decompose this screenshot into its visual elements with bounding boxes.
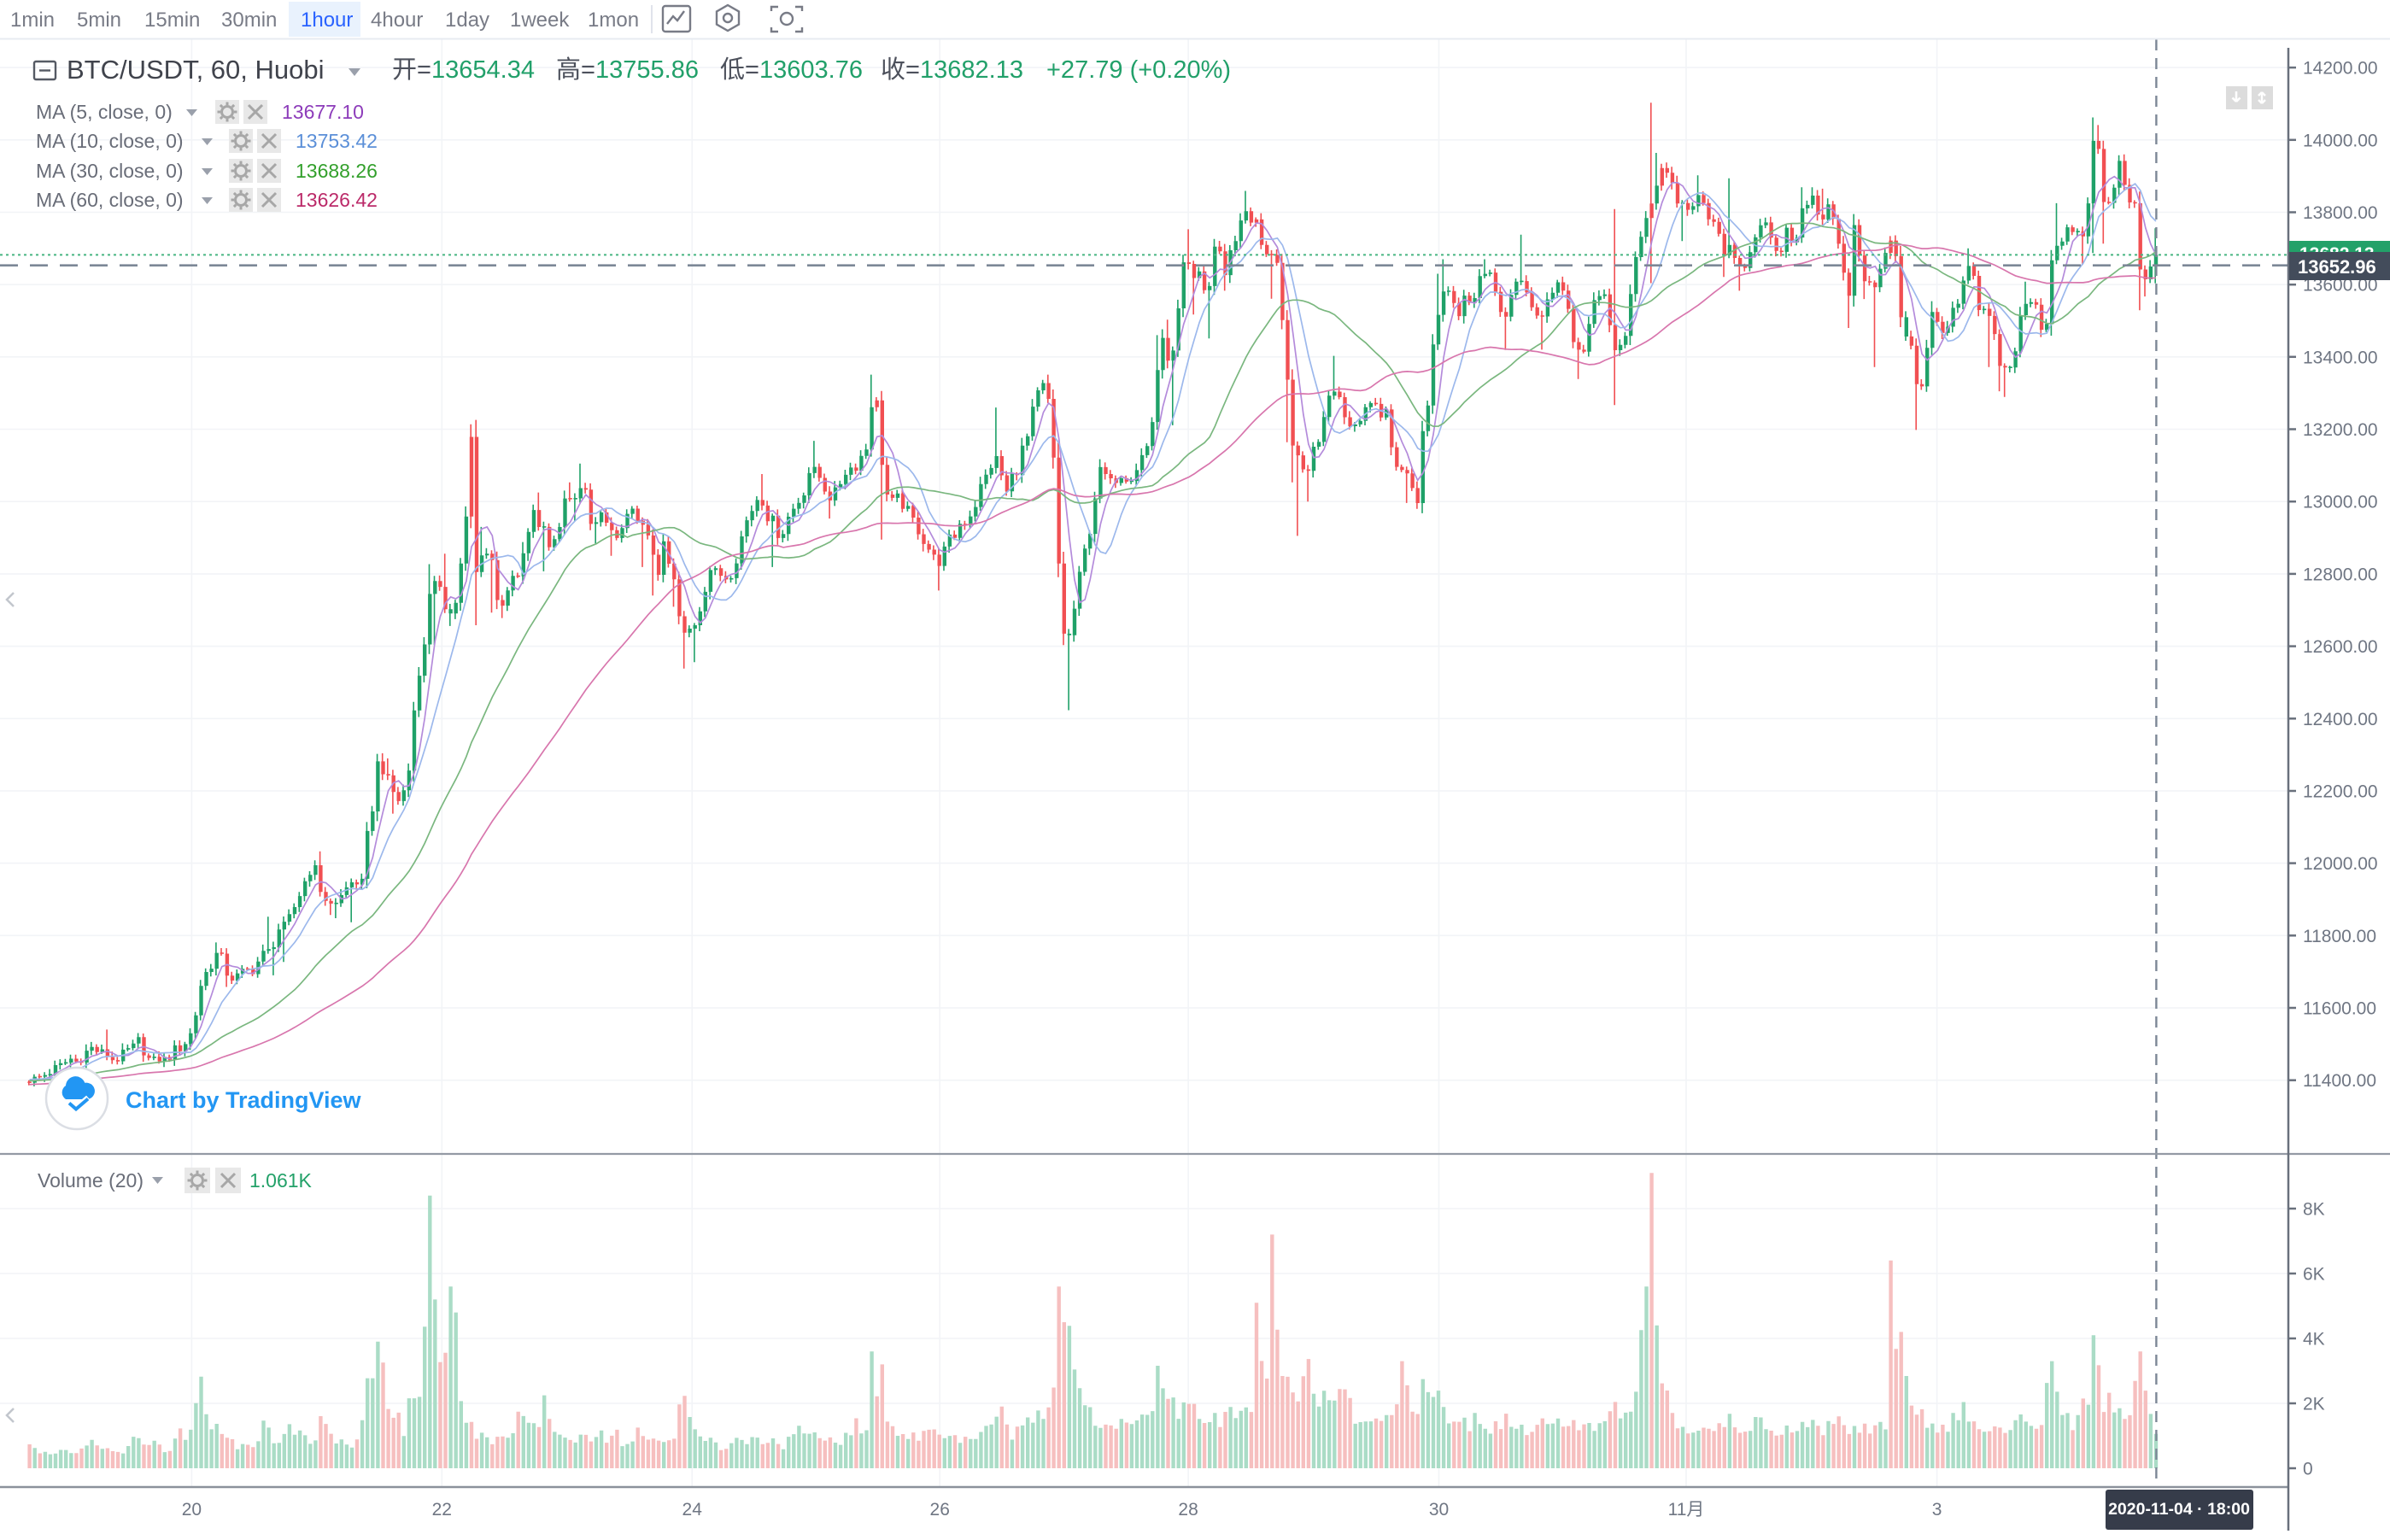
svg-text:13400.00: 13400.00	[2303, 348, 2378, 367]
svg-text:12400.00: 12400.00	[2303, 710, 2378, 729]
svg-text:13755.86: 13755.86	[595, 56, 699, 84]
svg-text:MA (30, close, 0): MA (30, close, 0)	[36, 160, 184, 182]
svg-text:12200.00: 12200.00	[2303, 782, 2378, 802]
svg-text:13753.42: 13753.42	[296, 130, 378, 152]
svg-text:26: 26	[930, 1500, 950, 1520]
svg-text:1min: 1min	[10, 9, 55, 32]
svg-text:1mon: 1mon	[588, 9, 639, 32]
svg-text:收=: 收=	[881, 56, 920, 84]
svg-text:11600.00: 11600.00	[2303, 999, 2376, 1019]
svg-text:30: 30	[1429, 1500, 1449, 1520]
svg-text:14200.00: 14200.00	[2303, 59, 2378, 79]
svg-text:MA (60, close, 0): MA (60, close, 0)	[36, 189, 184, 211]
svg-text:24: 24	[682, 1500, 703, 1520]
svg-text:28: 28	[1178, 1500, 1198, 1520]
svg-text:1week: 1week	[510, 9, 570, 32]
svg-text:13626.42: 13626.42	[296, 189, 378, 211]
svg-text:低=: 低=	[720, 56, 759, 84]
svg-text:13682.13: 13682.13	[920, 56, 1023, 84]
svg-text:2K: 2K	[2303, 1395, 2325, 1414]
svg-text:4hour: 4hour	[371, 9, 423, 32]
svg-text:13800.00: 13800.00	[2303, 203, 2378, 223]
svg-text:+27.79 (+0.20%): +27.79 (+0.20%)	[1046, 56, 1231, 84]
svg-text:13000.00: 13000.00	[2303, 493, 2378, 512]
svg-text:4K: 4K	[2303, 1330, 2325, 1350]
svg-text:20: 20	[182, 1500, 202, 1520]
svg-text:11400.00: 11400.00	[2303, 1071, 2376, 1091]
svg-text:30min: 30min	[221, 9, 277, 32]
svg-text:12800.00: 12800.00	[2303, 565, 2378, 584]
svg-text:13654.34: 13654.34	[431, 56, 535, 84]
svg-text:MA (5, close, 0): MA (5, close, 0)	[36, 101, 173, 123]
svg-text:13688.26: 13688.26	[296, 160, 378, 182]
svg-text:13600.00: 13600.00	[2303, 276, 2378, 296]
svg-text:11800.00: 11800.00	[2303, 927, 2376, 946]
svg-text:12600.00: 12600.00	[2303, 637, 2378, 657]
svg-text:13677.10: 13677.10	[282, 101, 364, 123]
svg-text:0: 0	[2303, 1460, 2313, 1479]
svg-text:14000.00: 14000.00	[2303, 131, 2378, 150]
svg-text:5min: 5min	[77, 9, 121, 32]
svg-text:11月: 11月	[1668, 1500, 1705, 1520]
svg-text:13652.96: 13652.96	[2298, 256, 2376, 278]
svg-text:MA (10, close, 0): MA (10, close, 0)	[36, 130, 184, 152]
svg-text:2020-11-04 · 18:00: 2020-11-04 · 18:00	[2108, 1500, 2250, 1519]
svg-text:高=: 高=	[556, 56, 595, 84]
svg-text:13200.00: 13200.00	[2303, 420, 2378, 440]
svg-text:15min: 15min	[144, 9, 200, 32]
svg-text:1hour: 1hour	[301, 9, 353, 32]
svg-text:1.061K: 1.061K	[249, 1169, 313, 1192]
svg-text:BTC/USDT, 60, Huobi: BTC/USDT, 60, Huobi	[67, 55, 325, 85]
svg-text:6K: 6K	[2303, 1265, 2325, 1285]
svg-text:Chart by TradingView: Chart by TradingView	[126, 1087, 362, 1113]
svg-text:12000.00: 12000.00	[2303, 854, 2378, 874]
svg-text:22: 22	[432, 1500, 452, 1520]
svg-text:1day: 1day	[445, 9, 489, 32]
svg-text:13603.76: 13603.76	[759, 56, 863, 84]
svg-text:开=: 开=	[392, 56, 431, 84]
svg-text:3: 3	[1932, 1500, 1942, 1520]
svg-text:8K: 8K	[2303, 1200, 2325, 1220]
svg-text:Volume (20): Volume (20)	[38, 1169, 144, 1192]
